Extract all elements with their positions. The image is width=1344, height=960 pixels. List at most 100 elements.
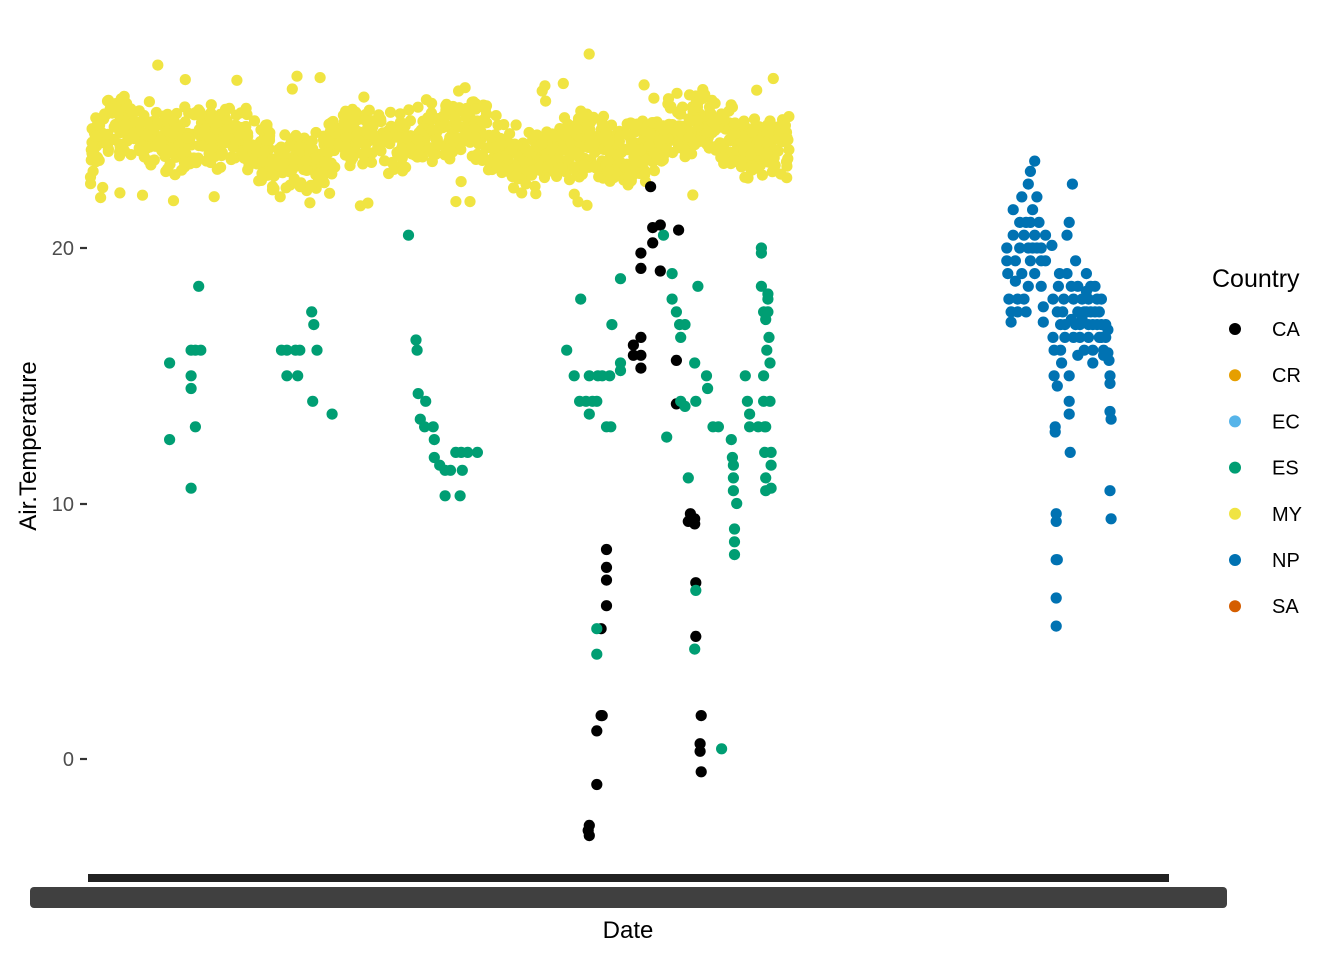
data-point-es (419, 421, 431, 433)
data-point-np (1058, 293, 1070, 305)
data-point-es (760, 313, 772, 326)
data-point-my (469, 131, 481, 143)
data-point-ca (689, 518, 701, 530)
data-point-my (274, 191, 286, 203)
data-point-my (238, 152, 250, 164)
data-point-my (679, 147, 692, 159)
data-point-np (1016, 191, 1028, 203)
data-point-my (556, 144, 569, 156)
data-point-ca (690, 630, 702, 643)
data-point-my (729, 117, 741, 129)
data-point-np (1003, 293, 1015, 305)
data-point-my (738, 130, 750, 142)
data-point-np (1005, 316, 1017, 328)
data-point-my (397, 145, 409, 157)
data-point-my (263, 132, 275, 144)
data-point-np (1048, 370, 1060, 382)
data-point-np (1104, 377, 1116, 389)
data-point-es (670, 306, 683, 318)
data-point-es (281, 344, 293, 356)
data-point-my (460, 127, 472, 139)
data-point-my (102, 145, 114, 157)
data-point-my (314, 72, 326, 84)
data-point-np (1066, 178, 1078, 190)
data-point-my (687, 189, 699, 201)
data-point-my (87, 165, 99, 177)
data-point-my (519, 156, 531, 168)
data-point-np (1050, 620, 1062, 632)
data-point-es (763, 331, 775, 343)
data-point-np (1039, 255, 1052, 267)
data-point-my (619, 162, 631, 174)
data-point-my (638, 79, 650, 91)
data-point-my (257, 155, 269, 167)
data-point-es (606, 319, 618, 331)
data-point-my (145, 159, 157, 171)
data-point-my (152, 59, 164, 71)
data-point-es (755, 280, 768, 292)
data-point-my (491, 159, 503, 171)
data-point-my (128, 133, 140, 145)
data-point-es (410, 334, 422, 346)
data-point-es (185, 382, 197, 395)
data-point-my (95, 192, 107, 204)
data-point-es (185, 370, 197, 382)
data-point-my (205, 99, 217, 111)
data-point-my (181, 132, 193, 144)
data-point-my (319, 156, 332, 168)
data-point-np (1018, 293, 1030, 305)
data-point-my (240, 120, 252, 133)
data-point-my (211, 163, 223, 175)
data-point-np (1051, 554, 1063, 566)
data-point-np (1011, 306, 1024, 318)
legend-key-ca (1229, 323, 1241, 335)
data-point-my (683, 131, 696, 143)
data-point-my (495, 137, 507, 150)
data-point-my (602, 166, 614, 178)
data-point-my (176, 147, 188, 159)
legend-key-es (1229, 461, 1241, 474)
data-point-my (507, 182, 520, 194)
data-point-np (1047, 331, 1059, 343)
data-point-my (602, 136, 615, 148)
data-point-es (591, 623, 603, 635)
data-point-ca (695, 766, 707, 778)
data-point-my (639, 169, 651, 181)
data-point-my (756, 169, 769, 181)
data-point-es (614, 273, 627, 285)
data-point-es (591, 395, 603, 407)
data-point-my (752, 135, 765, 147)
data-point-my (248, 115, 261, 127)
data-point-my (158, 144, 170, 156)
data-point-my (529, 180, 541, 192)
data-point-es (728, 549, 741, 561)
data-point-my (279, 129, 291, 141)
x-tick-marks-band (88, 874, 1169, 882)
data-point-my (195, 108, 207, 120)
data-point-es (411, 344, 423, 356)
data-point-my (367, 120, 379, 132)
x-tick-labels-band (30, 887, 1227, 908)
data-point-es (744, 408, 756, 420)
data-point-np (1047, 293, 1059, 305)
data-point-np (1050, 592, 1062, 604)
data-point-my (751, 84, 763, 96)
data-point-np (1029, 155, 1041, 167)
data-point-my (293, 141, 305, 153)
data-point-my (323, 136, 335, 148)
data-point-my (536, 85, 548, 97)
data-point-ca (654, 265, 666, 277)
data-point-es (765, 446, 777, 458)
data-point-es (666, 293, 678, 305)
data-point-my (286, 163, 299, 175)
data-point-my (738, 115, 750, 127)
data-point-np (1061, 268, 1073, 280)
data-point-es (741, 395, 754, 407)
data-point-my (631, 118, 643, 130)
data-point-my (578, 159, 590, 171)
data-point-es (462, 446, 474, 458)
data-point-my (508, 138, 521, 150)
data-point-np (1029, 268, 1041, 280)
data-point-my (288, 154, 300, 166)
